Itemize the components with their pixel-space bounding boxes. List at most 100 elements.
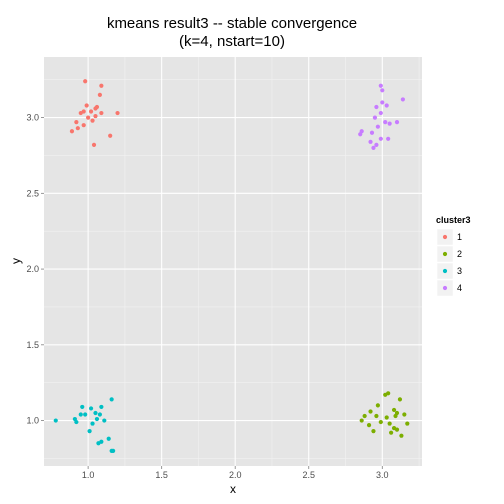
data-point-cluster-3	[88, 406, 94, 411]
x-tick-label: 1.5	[155, 470, 168, 480]
data-point-cluster-2	[371, 429, 376, 434]
data-point-cluster-1	[97, 92, 102, 97]
data-point-cluster-3	[74, 419, 79, 425]
data-point-cluster-3	[96, 441, 101, 446]
legend-item-3: 3	[436, 262, 462, 280]
data-point-cluster-1	[91, 142, 97, 147]
legend-item-4: 4	[436, 279, 462, 297]
data-point-cluster-3	[93, 410, 98, 416]
x-tick-label: 1.0	[82, 470, 95, 480]
data-point-cluster-3	[83, 412, 88, 417]
data-point-cluster-2	[362, 413, 367, 419]
data-point-cluster-1	[83, 79, 88, 84]
data-point-cluster-4	[387, 121, 392, 126]
legend-label: 4	[457, 283, 462, 293]
data-point-cluster-3	[90, 421, 95, 426]
data-point-cluster-4	[386, 136, 391, 141]
data-point-cluster-4	[394, 120, 400, 125]
data-point-cluster-1	[108, 133, 113, 138]
data-point-cluster-2	[386, 391, 391, 396]
data-point-cluster-2	[359, 418, 364, 423]
data-point-cluster-1	[75, 126, 80, 131]
data-point-cluster-1	[99, 110, 104, 116]
x-axis-title: x	[230, 482, 236, 496]
data-point-cluster-3	[111, 448, 116, 453]
data-point-cluster-4	[378, 110, 383, 116]
plot-panel	[44, 57, 422, 466]
legend-item-1: 1	[436, 228, 462, 246]
data-point-cluster-1	[81, 123, 86, 128]
x-tick-label: 2.0	[229, 470, 242, 480]
data-point-cluster-1	[86, 115, 91, 120]
legend-marker	[442, 234, 448, 240]
legend-title: cluster3	[436, 215, 471, 225]
data-point-cluster-2	[384, 415, 389, 420]
x-axis-ticks: 1.0 1.5 2.0 2.5 3.0	[82, 466, 389, 480]
x-tick-label: 3.0	[376, 470, 389, 480]
data-point-cluster-4	[375, 124, 380, 129]
data-point-cluster-2	[366, 423, 372, 428]
data-point-cluster-4	[380, 88, 385, 93]
data-point-cluster-2	[394, 427, 400, 432]
data-point-cluster-1	[99, 83, 104, 88]
data-point-cluster-3	[80, 404, 85, 410]
data-point-cluster-2	[389, 430, 394, 435]
data-point-cluster-4	[358, 132, 363, 137]
data-point-cluster-2	[391, 407, 397, 413]
y-tick-label: 1.5	[26, 340, 39, 350]
data-point-cluster-1	[115, 110, 120, 116]
major-gridlines	[44, 57, 422, 466]
data-point-cluster-2	[399, 433, 404, 438]
data-point-cluster-2	[387, 421, 392, 426]
data-point-cluster-3	[99, 404, 104, 410]
data-point-cluster-1	[78, 110, 83, 116]
chart-title-line-1: kmeans result3 -- stable convergence	[107, 15, 357, 32]
y-axis-title: y	[9, 258, 23, 264]
legend-label: 1	[457, 232, 462, 242]
data-point-cluster-4	[369, 130, 375, 135]
data-point-cluster-3	[106, 436, 111, 441]
data-point-cluster-4	[378, 136, 383, 141]
legend-label: 2	[457, 249, 462, 259]
data-point-cluster-3	[87, 429, 92, 434]
data-point-cluster-3	[97, 412, 102, 417]
y-tick-label: 2.5	[26, 188, 39, 198]
data-point-cluster-4	[400, 97, 405, 102]
data-point-cluster-2	[378, 419, 383, 425]
data-points	[53, 79, 410, 453]
data-point-cluster-3	[109, 397, 114, 402]
data-point-cluster-4	[383, 120, 388, 125]
x-tick-label: 2.5	[302, 470, 315, 480]
legend-marker	[442, 268, 448, 274]
data-point-cluster-1	[74, 120, 79, 125]
data-point-cluster-3	[102, 418, 107, 423]
data-point-cluster-4	[372, 115, 378, 120]
data-point-cluster-2	[375, 403, 380, 408]
data-point-cluster-2	[402, 412, 407, 417]
data-point-cluster-1	[88, 109, 94, 114]
data-point-cluster-1	[84, 103, 89, 108]
legend-label: 3	[457, 266, 462, 276]
legend-item-2: 2	[436, 245, 462, 263]
y-tick-label: 3.0	[26, 113, 39, 123]
data-point-cluster-2	[368, 409, 373, 414]
data-point-cluster-3	[53, 418, 58, 423]
data-point-cluster-4	[378, 83, 383, 88]
data-point-cluster-1	[93, 113, 98, 119]
legend-marker	[442, 285, 448, 291]
data-point-cluster-4	[371, 145, 376, 150]
data-point-cluster-4	[374, 104, 379, 110]
data-point-cluster-2	[405, 421, 410, 426]
data-point-cluster-2	[374, 413, 379, 419]
y-tick-label: 1.0	[26, 416, 39, 426]
data-point-cluster-1	[90, 118, 95, 123]
y-tick-label: 2.0	[26, 264, 39, 274]
chart-title-line-2: (k=4, nstart=10)	[179, 33, 285, 50]
data-point-cluster-3	[78, 412, 83, 417]
data-point-cluster-2	[397, 397, 403, 402]
minor-gridlines	[44, 57, 422, 466]
data-point-cluster-1	[93, 106, 98, 111]
data-point-cluster-4	[374, 142, 379, 147]
legend: cluster3 1 2 3 4	[436, 215, 471, 297]
